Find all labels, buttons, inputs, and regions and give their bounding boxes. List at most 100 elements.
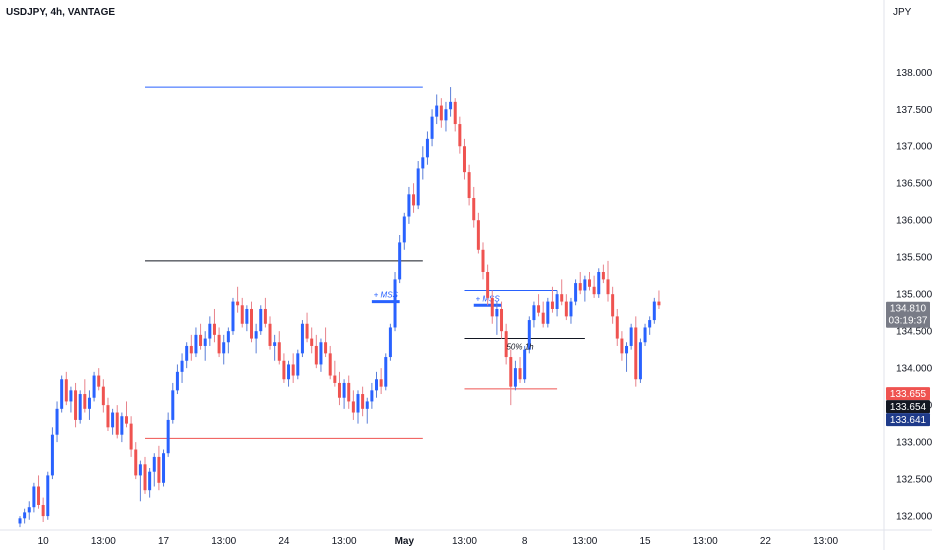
candle-body (134, 449, 138, 476)
candle (388, 323, 392, 361)
candle-body (513, 368, 517, 387)
y-tick-label: 132.500 (896, 475, 932, 486)
candle-body (282, 360, 286, 380)
candle (342, 379, 346, 409)
candle (578, 271, 582, 295)
candle-body (532, 305, 536, 321)
x-tick-label: 15 (639, 536, 651, 547)
candle-body (60, 379, 64, 409)
candle-body (41, 504, 45, 517)
candle-body (467, 172, 471, 199)
candle (541, 301, 545, 328)
candle (171, 382, 175, 424)
price-axis[interactable]: 138.000 137.500 137.000 136.500 136.000 135.5… (896, 68, 932, 523)
candle (203, 331, 207, 361)
candle-body (92, 375, 96, 398)
currency-label: JPY (893, 7, 912, 18)
candle-body (208, 323, 212, 339)
candle (310, 327, 314, 354)
candle (379, 368, 383, 395)
candle (453, 98, 457, 132)
candle-body (412, 194, 416, 206)
x-tick-label: 13:00 (91, 536, 116, 547)
candle-body (629, 327, 633, 346)
candle (74, 382, 78, 428)
symbol-header: USDJPY, 4h, VANTAGE (6, 7, 115, 18)
candle (189, 334, 193, 361)
candle (18, 516, 22, 528)
candle-body (638, 342, 642, 380)
candle-body (250, 308, 253, 339)
x-tick-label: 13:00 (572, 536, 597, 547)
candle (138, 460, 142, 502)
price-label-text: 133.641 (890, 415, 927, 426)
price-label-box (886, 301, 930, 328)
candle (467, 164, 471, 206)
candle (638, 338, 642, 383)
candle (458, 116, 462, 154)
candle (273, 334, 277, 361)
candle-body (393, 279, 397, 328)
candle-body (652, 301, 656, 321)
x-tick-label: 10 (38, 536, 50, 547)
price-label-text: 133.655 (890, 389, 927, 400)
candle-body (402, 216, 406, 243)
candle-body (64, 379, 68, 402)
candle (282, 353, 286, 383)
candle (175, 364, 179, 395)
x-tick-label: 17 (158, 536, 170, 547)
candle-body (574, 283, 578, 302)
x-tick-label: 22 (760, 536, 772, 547)
candle (625, 342, 629, 372)
candle (115, 405, 119, 439)
candle (481, 242, 485, 280)
candle-body (37, 486, 41, 505)
candle (518, 357, 522, 383)
candle-body (337, 382, 341, 398)
candle (194, 327, 198, 358)
candle-body (148, 471, 152, 491)
candle (504, 323, 508, 365)
candle-body (657, 301, 661, 306)
candle-body (601, 271, 605, 280)
candle (231, 297, 235, 335)
candle-body (23, 512, 27, 519)
candle (212, 308, 216, 343)
candle (111, 408, 115, 435)
mss-label: + MSS (374, 291, 399, 300)
candle-body (449, 101, 453, 110)
candle-body (240, 305, 244, 324)
candle (583, 275, 587, 302)
candle (384, 353, 388, 391)
candle (64, 371, 68, 406)
candle-body (300, 323, 304, 354)
candle (365, 397, 369, 424)
candle (555, 290, 559, 317)
candle-body (587, 279, 591, 287)
candle-body (287, 364, 291, 380)
candle (592, 275, 596, 298)
candle-body (648, 320, 652, 328)
candle (78, 390, 82, 424)
candle (532, 301, 536, 328)
candle (236, 286, 240, 313)
candle (425, 131, 429, 165)
candle (569, 297, 573, 324)
candle-body (486, 271, 490, 298)
candle (240, 297, 244, 328)
time-axis[interactable]: 10 13:00 17 13:00 24 13:00 May 13:00 8 13:00 15 13:… (38, 536, 839, 547)
candle (199, 323, 203, 350)
candle-body (111, 412, 115, 428)
candle (92, 371, 96, 402)
candle-body (55, 408, 59, 435)
price-label-text: 134.810 (890, 304, 927, 315)
y-tick-label: 137.000 (896, 142, 932, 153)
candle-body (439, 105, 443, 121)
y-tick-label: 135.500 (896, 253, 932, 264)
y-tick-label: 135.000 (896, 290, 932, 301)
candle-body (365, 401, 369, 409)
candle-body (518, 368, 522, 380)
candle (245, 305, 249, 332)
